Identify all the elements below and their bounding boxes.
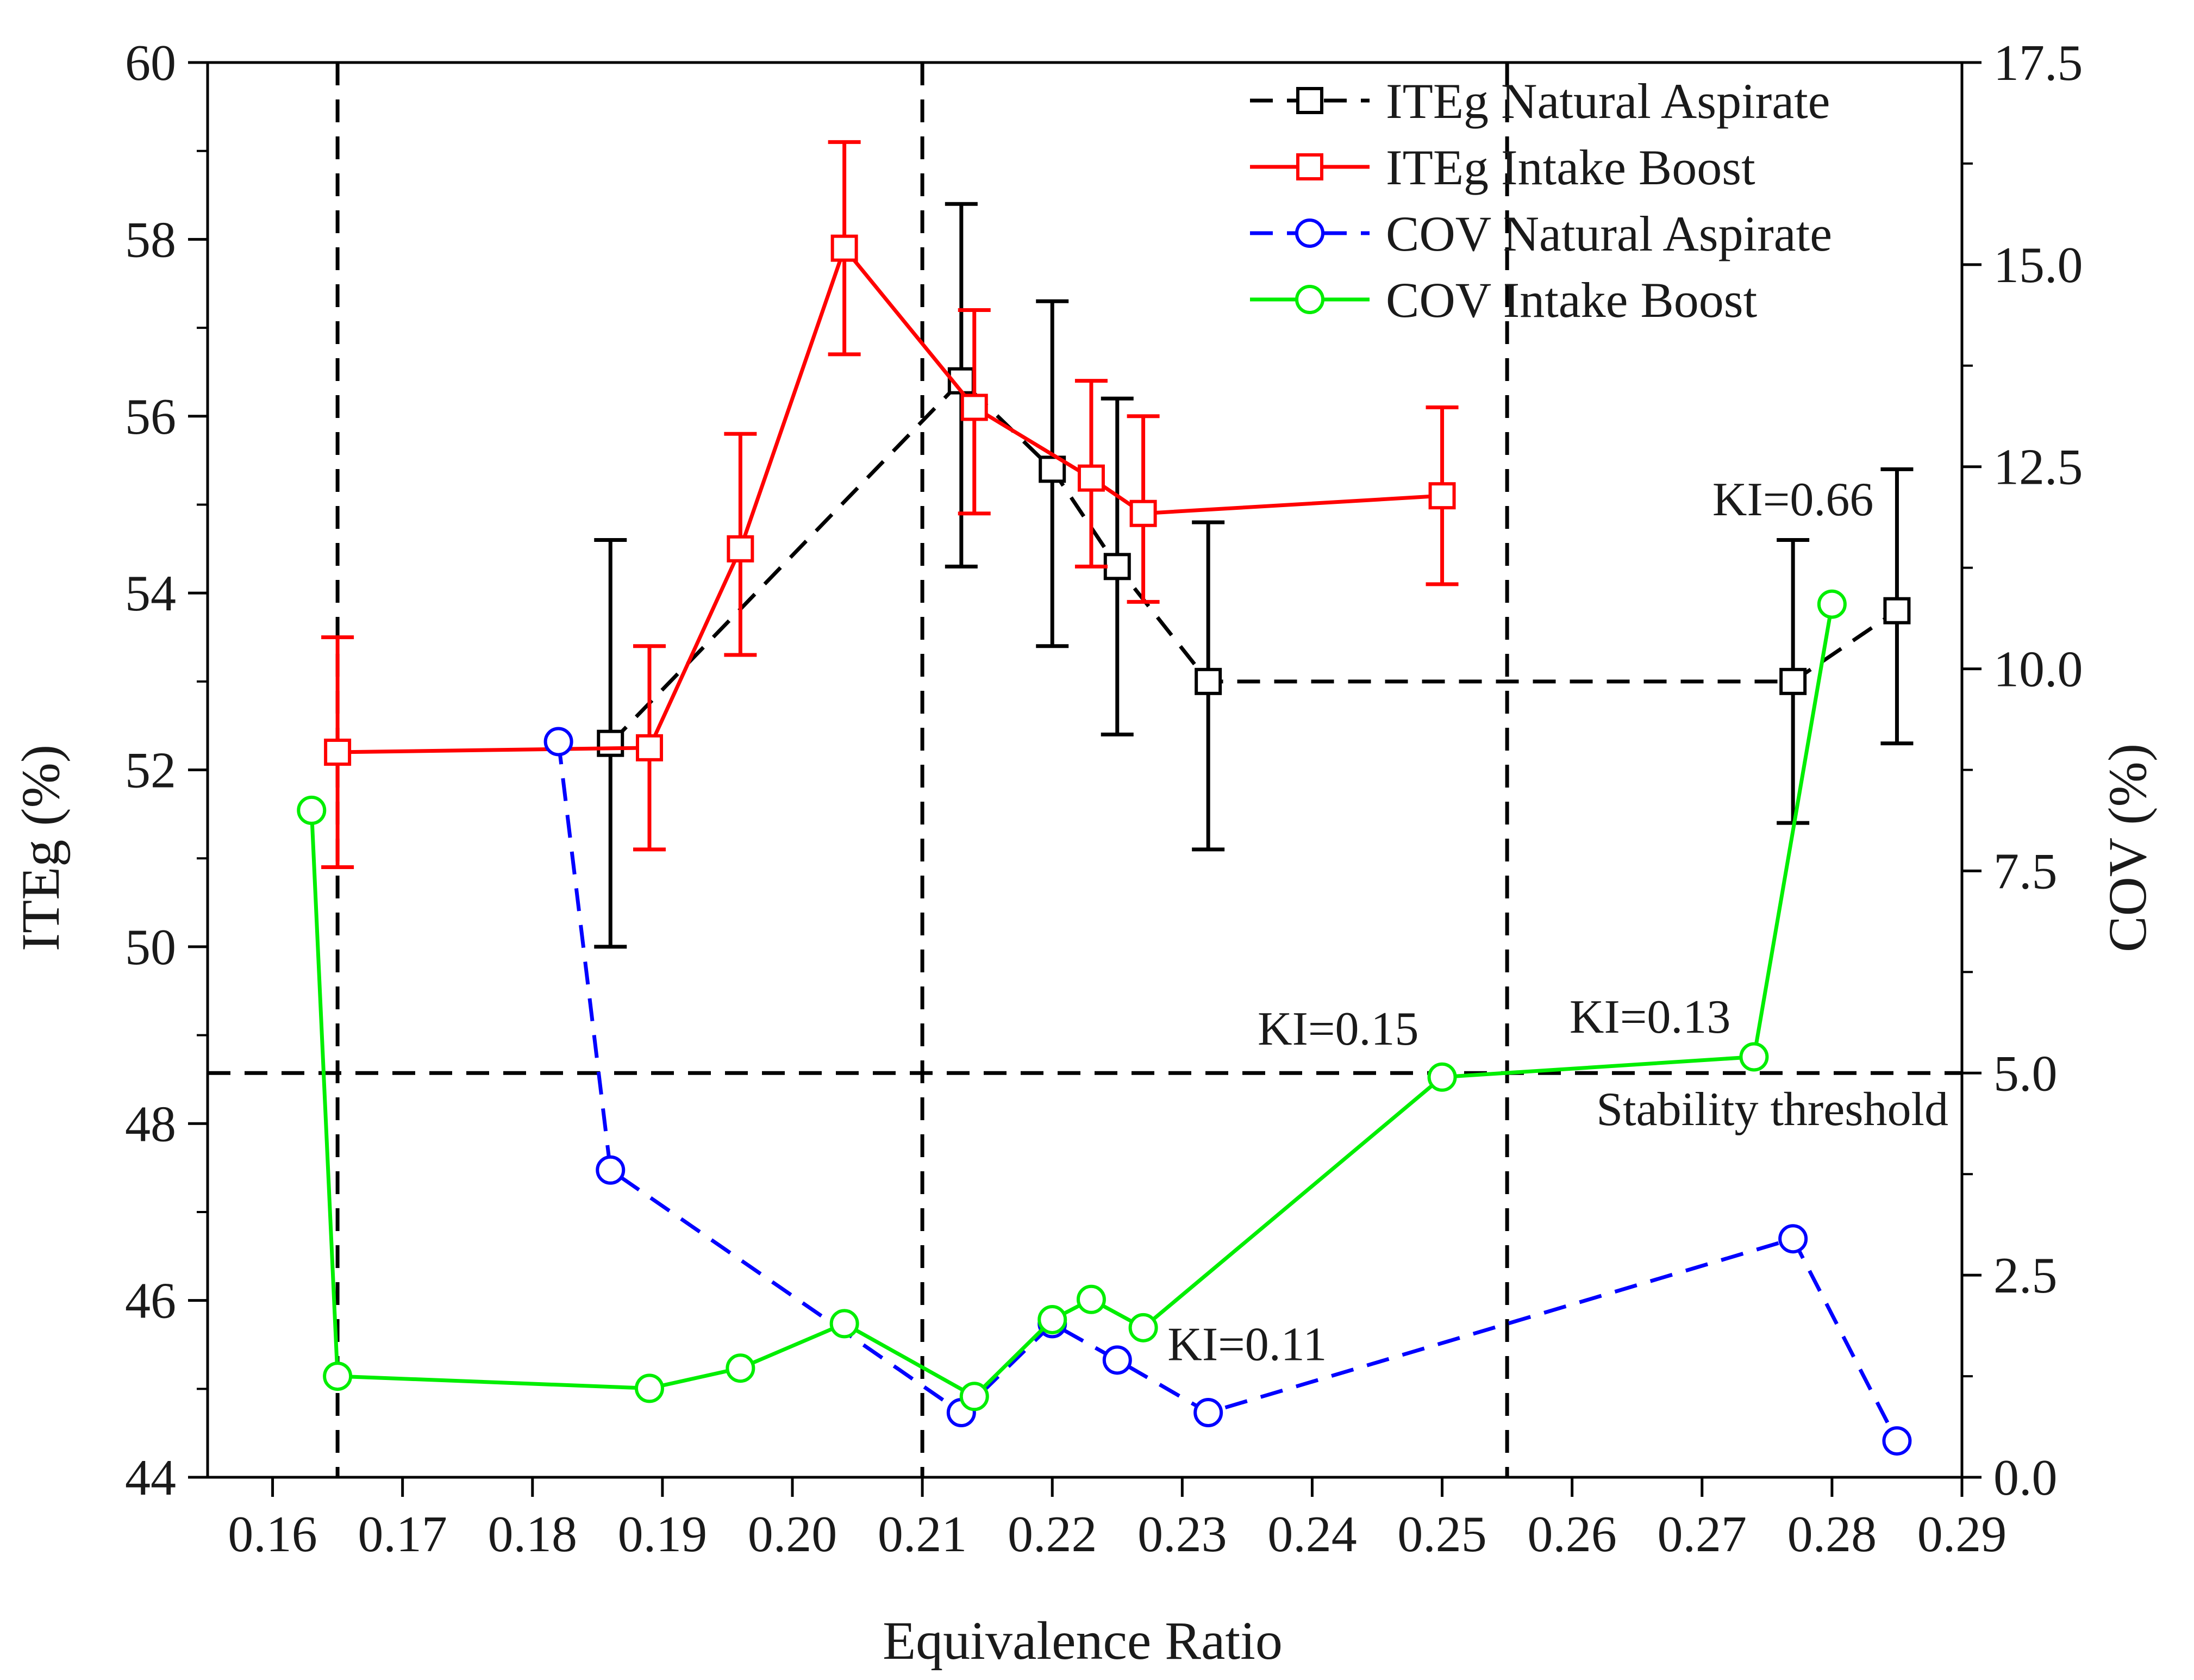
data-point-circle bbox=[726, 1353, 755, 1383]
y-axis-title-right: COV (%) bbox=[2097, 744, 2158, 952]
data-point-square bbox=[1779, 667, 1807, 695]
stability-threshold-label: Stability threshold bbox=[1596, 1083, 1948, 1136]
data-point-square bbox=[960, 394, 988, 421]
data-point-circle bbox=[1037, 1304, 1067, 1334]
legend-entry-label: COV Intake Boost bbox=[1386, 272, 1758, 328]
x-tick-label: 0.20 bbox=[748, 1506, 837, 1563]
x-tick-label: 0.27 bbox=[1658, 1506, 1747, 1563]
data-point-circle bbox=[1076, 1284, 1106, 1314]
data-point-circle bbox=[1817, 589, 1847, 619]
data-point-square bbox=[324, 738, 352, 766]
annotation-label: KI=0.66 bbox=[1712, 473, 1873, 526]
data-point-square bbox=[727, 535, 754, 563]
data-point-circle bbox=[634, 1373, 664, 1403]
data-point-circle bbox=[829, 1309, 859, 1339]
data-point-square bbox=[1129, 499, 1157, 527]
x-tick-label: 0.28 bbox=[1787, 1506, 1877, 1563]
annotation-label: KI=0.11 bbox=[1167, 1318, 1327, 1371]
y-right-tick-label: 0.0 bbox=[1993, 1450, 2058, 1506]
annotation-label: KI=0.13 bbox=[1570, 991, 1730, 1044]
legend-marker-square bbox=[1296, 87, 1323, 114]
y-left-tick-label: 54 bbox=[125, 565, 176, 622]
data-point-circle bbox=[1778, 1224, 1808, 1254]
legend-entry-label: ITEg Intake Boost bbox=[1386, 140, 1755, 195]
legend-entry-label: ITEg Natural Aspirate bbox=[1386, 73, 1830, 129]
y-axis-title-left: ITEg (%) bbox=[10, 745, 71, 951]
x-tick-label: 0.24 bbox=[1267, 1506, 1357, 1563]
y-left-tick-label: 44 bbox=[125, 1450, 176, 1506]
y-right-tick-label: 5.0 bbox=[1993, 1045, 2058, 1102]
y-right-tick-label: 7.5 bbox=[1993, 843, 2058, 900]
data-point-circle bbox=[543, 727, 573, 757]
data-point-square bbox=[597, 729, 624, 757]
data-point-square bbox=[1428, 482, 1456, 510]
data-point-square bbox=[635, 734, 663, 761]
y-left-tick-label: 60 bbox=[125, 35, 176, 91]
y-right-tick-label: 2.5 bbox=[1993, 1247, 2058, 1304]
y-left-tick-label: 52 bbox=[125, 742, 176, 799]
x-tick-label: 0.18 bbox=[488, 1506, 578, 1563]
data-point-square bbox=[1103, 553, 1131, 580]
data-point-square bbox=[1195, 667, 1222, 695]
data-point-circle bbox=[1882, 1426, 1912, 1456]
series-line bbox=[309, 603, 1834, 1399]
data-point-square bbox=[1077, 464, 1105, 492]
y-right-tick-label: 10.0 bbox=[1993, 641, 2083, 698]
y-right-tick-label: 12.5 bbox=[1993, 439, 2083, 496]
x-tick-label: 0.17 bbox=[358, 1506, 447, 1563]
x-tick-label: 0.29 bbox=[1917, 1506, 2007, 1563]
data-point-circle bbox=[1128, 1313, 1158, 1342]
x-tick-label: 0.25 bbox=[1397, 1506, 1487, 1563]
data-point-circle bbox=[297, 795, 327, 825]
data-point-circle bbox=[596, 1155, 626, 1185]
data-point-circle bbox=[959, 1382, 989, 1412]
y-left-tick-label: 58 bbox=[125, 211, 176, 268]
data-point-square bbox=[830, 234, 858, 262]
y-left-tick-label: 48 bbox=[125, 1096, 176, 1152]
legend-marker-circle bbox=[1295, 218, 1324, 248]
y-right-tick-label: 15.0 bbox=[1993, 237, 2083, 293]
data-point-circle bbox=[1193, 1398, 1223, 1428]
series-line bbox=[557, 741, 1899, 1442]
x-tick-label: 0.21 bbox=[878, 1506, 967, 1563]
data-point-circle bbox=[323, 1362, 353, 1391]
data-point-square bbox=[1039, 455, 1066, 483]
legend-marker-square bbox=[1296, 153, 1323, 180]
x-axis-title: Equivalence Ratio bbox=[883, 1610, 1283, 1671]
y-left-tick-label: 56 bbox=[125, 389, 176, 445]
y-left-tick-label: 46 bbox=[125, 1273, 176, 1329]
x-tick-label: 0.22 bbox=[1008, 1506, 1097, 1563]
data-point-circle bbox=[1102, 1345, 1132, 1375]
x-tick-label: 0.26 bbox=[1527, 1506, 1617, 1563]
legend-entry-label: COV Natural Aspirate bbox=[1386, 206, 1832, 261]
x-tick-label: 0.23 bbox=[1137, 1506, 1227, 1563]
data-point-circle bbox=[1739, 1042, 1769, 1072]
data-point-circle bbox=[1427, 1062, 1457, 1092]
annotation-label: KI=0.15 bbox=[1258, 1003, 1418, 1056]
x-tick-label: 0.19 bbox=[618, 1506, 708, 1563]
y-left-tick-label: 50 bbox=[125, 919, 176, 976]
x-tick-label: 0.16 bbox=[228, 1506, 317, 1563]
data-point-square bbox=[1883, 597, 1911, 624]
y-right-tick-label: 17.5 bbox=[1993, 35, 2083, 91]
legend-marker-circle bbox=[1295, 285, 1324, 314]
